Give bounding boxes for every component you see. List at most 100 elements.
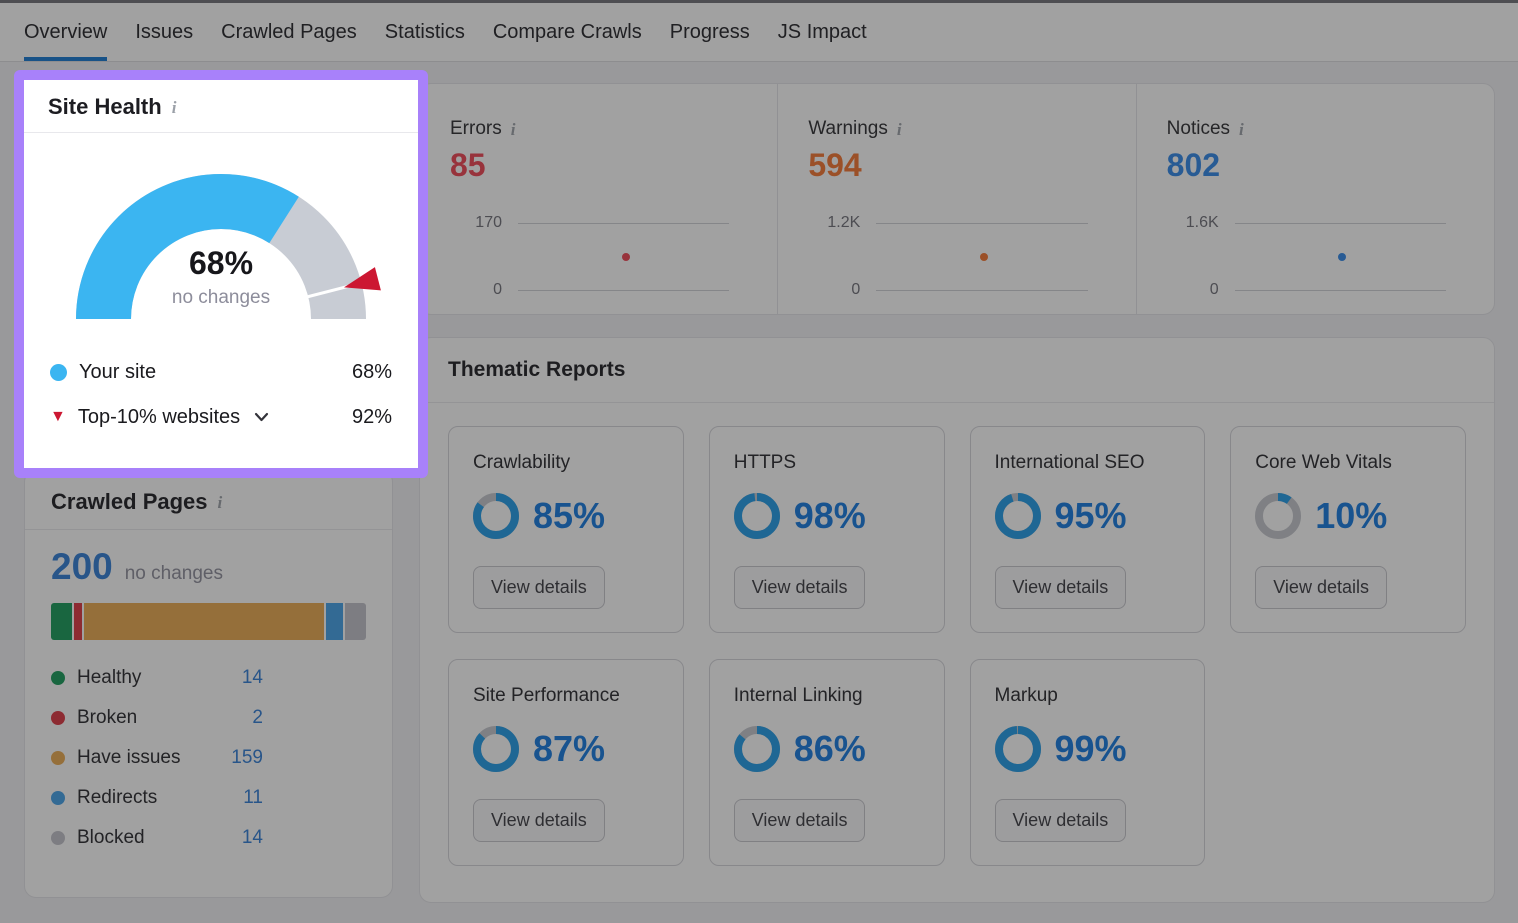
view-details-button[interactable]: View details: [473, 799, 605, 842]
site-health-score: 68%: [188, 245, 254, 281]
score-donut: [733, 726, 780, 772]
bar-segment-blocked[interactable]: [344, 603, 366, 640]
legend-value-link[interactable]: 11: [243, 787, 263, 808]
report-score: 95%: [1054, 495, 1127, 536]
axis-line: [876, 222, 1088, 224]
axis-min-label: 0: [1209, 281, 1219, 298]
axis-line: [1234, 289, 1446, 291]
crawled-pages-card: Crawled Pages i 200 no changes Healthy 1…: [24, 470, 393, 898]
legend-row-healthy: Healthy 14: [51, 667, 263, 689]
tab-statistics[interactable]: Statistics: [384, 20, 465, 43]
report-title: Core Web Vitals: [1255, 452, 1392, 473]
crawled-pages-title: Crawled Pages: [51, 489, 208, 514]
redirects-dot-icon: [51, 791, 65, 805]
axis-line: [1234, 222, 1446, 224]
legend-row-blocked: Blocked 14: [51, 827, 263, 849]
bar-segment-have-issues[interactable]: [84, 603, 325, 640]
legend-row-broken: Broken 2: [51, 707, 263, 729]
bar-segment-redirects[interactable]: [326, 603, 343, 640]
notices-trend-chart: 1.6K 0: [1167, 214, 1446, 299]
axis-max-label: 1.6K: [1185, 214, 1219, 231]
info-icon[interactable]: i: [510, 119, 516, 139]
notices-count[interactable]: 802: [1166, 147, 1221, 183]
site-health-score-note: no changes: [171, 287, 271, 308]
legend-value-link[interactable]: 2: [252, 707, 263, 728]
window-top-edge: [0, 0, 1518, 3]
report-title: HTTPS: [733, 452, 797, 473]
thematic-reports-title: Thematic Reports: [448, 358, 626, 381]
tab-js-impact[interactable]: JS Impact: [777, 20, 867, 43]
broken-dot-icon: [51, 711, 65, 725]
legend-row-have-issues: Have issues 159: [51, 747, 263, 769]
site-health-highlight-box: Site Health i 68% no changes Your site 6…: [14, 70, 428, 478]
info-icon[interactable]: i: [896, 119, 902, 139]
warnings-label: Warnings: [808, 118, 888, 139]
legend-label: Blocked: [77, 827, 145, 848]
tab-overview[interactable]: Overview: [24, 3, 108, 61]
errors-label: Errors: [450, 118, 502, 139]
tab-crawled-pages[interactable]: Crawled Pages: [221, 20, 357, 43]
errors-metric: Errors i 85 170 0: [420, 84, 777, 314]
view-details-button[interactable]: View details: [994, 566, 1127, 609]
legend-label: Have issues: [77, 747, 181, 768]
benchmark-triangle-icon: ▼: [50, 408, 66, 425]
axis-line: [876, 289, 1088, 291]
view-details-button[interactable]: View details: [1255, 566, 1387, 609]
legend-label: Redirects: [77, 787, 158, 808]
legend-value-link[interactable]: 14: [241, 827, 263, 848]
bar-segment-healthy[interactable]: [51, 603, 73, 640]
notices-label: Notices: [1166, 118, 1231, 139]
tab-compare-crawls[interactable]: Compare Crawls: [492, 20, 642, 43]
axis-max-label: 170: [475, 214, 502, 231]
info-icon[interactable]: i: [1239, 119, 1244, 139]
report-score: 98%: [793, 495, 866, 536]
chevron-down-icon[interactable]: [254, 412, 269, 422]
view-details-button[interactable]: View details: [994, 799, 1127, 842]
crawled-pages-stacked-bar: [51, 603, 366, 640]
legend-label: Broken: [77, 707, 138, 728]
tab-issues[interactable]: Issues: [135, 20, 194, 43]
site-audit-nav: Overview Issues Crawled Pages Statistics…: [0, 3, 1518, 62]
site-health-title: Site Health: [48, 94, 162, 119]
legend-value-link[interactable]: 14: [241, 667, 263, 688]
report-card-site-performance: Site Performance 87% View details: [448, 659, 684, 866]
report-score: 86%: [793, 728, 866, 769]
info-icon[interactable]: i: [171, 97, 177, 117]
legend-row-top10-websites[interactable]: ▼ Top-10% websites 92%: [50, 403, 392, 431]
errors-trend-chart: 170 0: [450, 214, 730, 299]
errors-data-point[interactable]: [621, 252, 630, 261]
tab-progress[interactable]: Progress: [669, 20, 750, 43]
report-score: 10%: [1315, 495, 1388, 536]
view-details-button[interactable]: View details: [733, 799, 866, 842]
legend-value: 68%: [351, 360, 392, 383]
warnings-metric: Warnings i 594 1.2K 0: [777, 84, 1135, 314]
report-title: Site Performance: [473, 685, 620, 706]
warnings-data-point[interactable]: [979, 252, 988, 261]
report-score: 85%: [533, 495, 606, 536]
axis-line: [518, 289, 730, 291]
thematic-reports-grid: Crawlability 85% View details HTTPS 98% …: [420, 403, 1494, 889]
report-card-core-web-vitals: Core Web Vitals 10% View details: [1230, 426, 1466, 633]
warnings-count[interactable]: 594: [808, 147, 862, 183]
site-health-legend: Your site 68% ▼ Top-10% websites 92%: [50, 358, 392, 431]
axis-min-label: 0: [851, 281, 861, 298]
view-details-button[interactable]: View details: [733, 566, 866, 609]
report-title: Crawlability: [473, 452, 571, 473]
legend-value-link[interactable]: 159: [231, 747, 263, 768]
errors-count[interactable]: 85: [450, 147, 486, 183]
info-icon[interactable]: i: [217, 492, 223, 512]
crawled-total[interactable]: 200: [51, 546, 113, 587]
view-details-button[interactable]: View details: [473, 566, 605, 609]
notices-data-point[interactable]: [1338, 252, 1347, 261]
gauge-arc: [76, 174, 381, 320]
axis-max-label: 1.2K: [827, 214, 861, 231]
crawled-pages-legend: Healthy 14 Broken 2 Have issues 159 Redi…: [51, 667, 263, 849]
report-title: Internal Linking: [733, 685, 863, 706]
axis-min-label: 0: [493, 281, 502, 298]
legend-row-redirects: Redirects 11: [51, 787, 263, 809]
report-card-crawlability: Crawlability 85% View details: [448, 426, 684, 633]
site-health-gauge: 68% no changes: [51, 167, 391, 337]
report-score: 87%: [533, 728, 606, 769]
bar-segment-broken[interactable]: [74, 603, 83, 640]
blocked-dot-icon: [51, 831, 65, 845]
